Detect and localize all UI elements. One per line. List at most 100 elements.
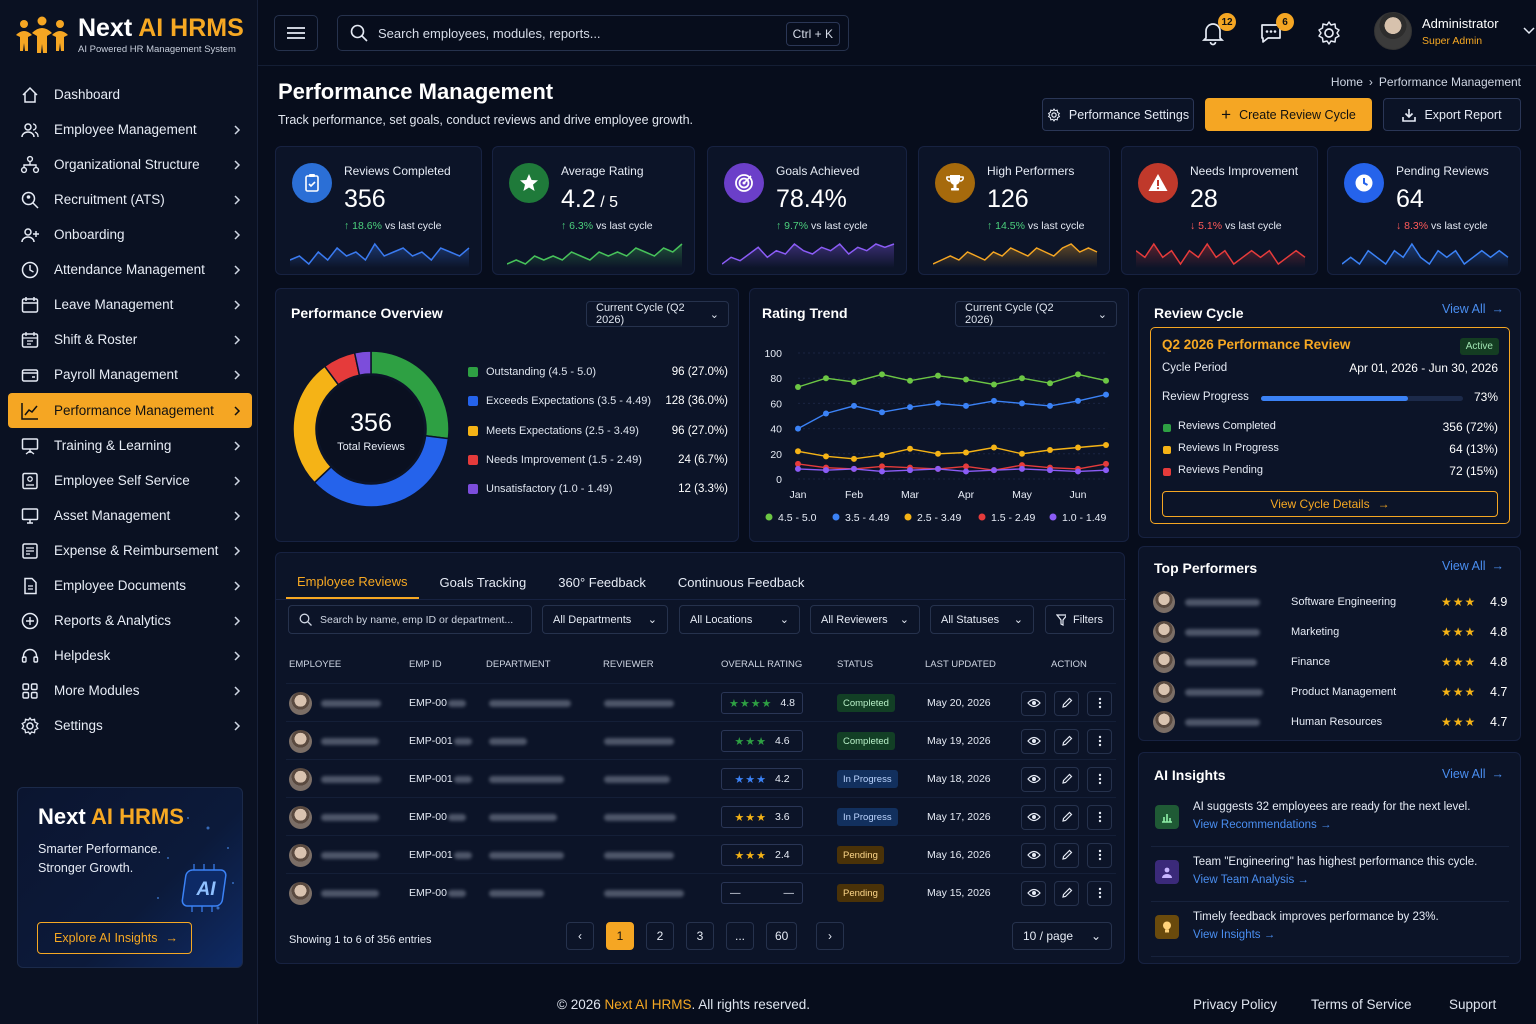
sidebar-item-employee-documents[interactable]: Employee Documents bbox=[8, 568, 252, 603]
insight-link[interactable]: View Team Analysis → bbox=[1193, 874, 1309, 886]
column-header[interactable]: EMP ID bbox=[409, 659, 442, 670]
menu-toggle-button[interactable] bbox=[274, 15, 318, 51]
filters-button[interactable]: Filters bbox=[1045, 605, 1114, 634]
page-button[interactable]: 3 bbox=[686, 922, 714, 950]
more-actions-button[interactable] bbox=[1087, 690, 1112, 716]
breadcrumb-home[interactable]: Home bbox=[1330, 75, 1363, 89]
column-header[interactable]: REVIEWER bbox=[603, 659, 654, 670]
tab-employee-reviews[interactable]: Employee Reviews bbox=[286, 565, 419, 599]
explore-ai-insights-button[interactable]: Explore AI Insights → bbox=[37, 922, 192, 954]
messages-button[interactable]: 6 bbox=[1258, 13, 1294, 46]
view-button[interactable] bbox=[1021, 804, 1046, 830]
sidebar-item-employee-self-service[interactable]: Employee Self Service bbox=[8, 463, 252, 498]
table-row[interactable]: EMP-00— — Pending May 15, 2026 bbox=[286, 873, 1116, 911]
page-button[interactable]: 1 bbox=[606, 922, 634, 950]
column-header[interactable]: ACTION bbox=[1051, 659, 1087, 670]
export-report-button[interactable]: Export Report bbox=[1383, 98, 1521, 131]
edit-button[interactable] bbox=[1054, 728, 1079, 754]
tab-360-feedback[interactable]: 360° Feedback bbox=[558, 574, 646, 590]
sidebar-item-helpdesk[interactable]: Helpdesk bbox=[8, 638, 252, 673]
edit-button[interactable] bbox=[1054, 766, 1079, 792]
brand-logo[interactable]: Next AI HRMS AI Powered HR Management Sy… bbox=[14, 14, 244, 55]
edit-button[interactable] bbox=[1054, 842, 1079, 868]
table-row[interactable]: EMP-00 ★★★★ 4.8 Completed May 20, 2026 bbox=[286, 683, 1116, 721]
tab-continuous-feedback[interactable]: Continuous Feedback bbox=[677, 574, 805, 590]
view-button[interactable] bbox=[1021, 842, 1046, 868]
edit-button[interactable] bbox=[1054, 690, 1079, 716]
view-cycle-details-button[interactable]: View Cycle Details → bbox=[1162, 491, 1498, 517]
prev-page-button[interactable]: ‹ bbox=[566, 922, 594, 950]
sidebar-item-organizational-structure[interactable]: Organizational Structure bbox=[8, 147, 252, 182]
review-search-input[interactable]: Search by name, emp ID or department... bbox=[288, 605, 532, 634]
table-row[interactable]: EMP-001 ★★★ 4.2 In Progress May 18, 2026 bbox=[286, 759, 1116, 797]
table-row[interactable]: EMP-001 ★★★ 2.4 Pending May 16, 2026 bbox=[286, 835, 1116, 873]
stat-card-average-rating[interactable]: Average Rating 4.2 / 5 ↑ 6.3% vs last cycl… bbox=[492, 146, 695, 275]
performer-row[interactable]: Software Engineering ★★★ 4.9 bbox=[1153, 590, 1513, 614]
footer-support-link[interactable]: Support bbox=[1449, 997, 1497, 1012]
stat-card-pending-reviews[interactable]: Pending Reviews 64 ↓ 8.3% vs last cycle bbox=[1327, 146, 1521, 275]
performer-row[interactable]: Human Resources ★★★ 4.7 bbox=[1153, 710, 1513, 734]
page-button[interactable]: ... bbox=[726, 922, 755, 950]
performer-row[interactable]: Marketing ★★★ 4.8 bbox=[1153, 620, 1513, 644]
top-performers-view-all-link[interactable]: View All → bbox=[1441, 559, 1504, 573]
column-header[interactable]: DEPARTMENT bbox=[486, 659, 551, 670]
user-menu[interactable]: Administrator Super Admin bbox=[1374, 12, 1535, 50]
more-actions-button[interactable] bbox=[1087, 804, 1112, 830]
filter-select-all-statuses[interactable]: All Statuses ⌄ bbox=[930, 605, 1034, 634]
view-button[interactable] bbox=[1021, 766, 1046, 792]
global-search-input[interactable]: Search employees, modules, reports... Ct… bbox=[337, 15, 849, 51]
edit-button[interactable] bbox=[1054, 804, 1079, 830]
more-actions-button[interactable] bbox=[1087, 766, 1112, 792]
ai-insights-view-all-link[interactable]: View All → bbox=[1441, 767, 1504, 781]
view-button[interactable] bbox=[1021, 880, 1046, 906]
sidebar-item-recruitment-ats[interactable]: Recruitment (ATS) bbox=[8, 182, 252, 217]
column-header[interactable]: OVERALL RATING bbox=[721, 659, 803, 670]
sidebar-item-employee-management[interactable]: Employee Management bbox=[8, 112, 252, 147]
sidebar-item-dashboard[interactable]: Dashboard bbox=[8, 77, 252, 112]
stat-card-goals-achieved[interactable]: Goals Achieved 78.4% ↑ 9.7% vs last cycle bbox=[707, 146, 907, 275]
insight-link[interactable]: View Insights → bbox=[1193, 929, 1276, 941]
performer-row[interactable]: Finance ★★★ 4.8 bbox=[1153, 650, 1513, 674]
view-button[interactable] bbox=[1021, 690, 1046, 716]
stat-card-needs-improvement[interactable]: Needs Improvement 28 ↓ 5.1% vs last cycle bbox=[1121, 146, 1318, 275]
sidebar-item-leave-management[interactable]: Leave Management bbox=[8, 287, 252, 322]
edit-button[interactable] bbox=[1054, 880, 1079, 906]
page-button[interactable]: 2 bbox=[646, 922, 674, 950]
stat-card-reviews-completed[interactable]: Reviews Completed 356 ↑ 18.6% vs last cycl… bbox=[275, 146, 482, 275]
performance-settings-button[interactable]: Performance Settings bbox=[1042, 98, 1194, 131]
sidebar-item-shift-roster[interactable]: Shift & Roster bbox=[8, 322, 252, 357]
settings-button[interactable] bbox=[1316, 20, 1342, 46]
sidebar-item-onboarding[interactable]: Onboarding bbox=[8, 217, 252, 252]
sidebar-item-training-learning[interactable]: Training & Learning bbox=[8, 428, 252, 463]
sidebar-item-attendance-management[interactable]: Attendance Management bbox=[8, 252, 252, 287]
footer-privacy-link[interactable]: Privacy Policy bbox=[1193, 997, 1278, 1012]
view-button[interactable] bbox=[1021, 728, 1046, 754]
filter-select-all-departments[interactable]: All Departments ⌄ bbox=[542, 605, 668, 634]
filter-select-all-reviewers[interactable]: All Reviewers ⌄ bbox=[810, 605, 920, 634]
performer-row[interactable]: Product Management ★★★ 4.7 bbox=[1153, 680, 1513, 704]
notifications-button[interactable]: 12 bbox=[1200, 13, 1236, 46]
sidebar-item-expense-reimbursement[interactable]: Expense & Reimbursement bbox=[8, 533, 252, 568]
more-actions-button[interactable] bbox=[1087, 842, 1112, 868]
column-header[interactable]: EMPLOYEE bbox=[289, 659, 342, 670]
trend-cycle-select[interactable]: Current Cycle (Q2 2026) ⌄ bbox=[955, 301, 1117, 327]
sidebar-item-asset-management[interactable]: Asset Management bbox=[8, 498, 252, 533]
sidebar-item-performance-management[interactable]: Performance Management bbox=[8, 393, 252, 428]
page-size-select[interactable]: 10 / page ⌄ bbox=[1012, 922, 1112, 950]
table-row[interactable]: EMP-00 ★★★ 3.6 In Progress May 17, 2026 bbox=[286, 797, 1116, 835]
review-cycle-view-all-link[interactable]: View All → bbox=[1441, 302, 1504, 316]
tab-goals-tracking[interactable]: Goals Tracking bbox=[439, 574, 527, 590]
sidebar-item-more-modules[interactable]: More Modules bbox=[8, 673, 252, 708]
overview-cycle-select[interactable]: Current Cycle (Q2 2026) ⌄ bbox=[586, 301, 729, 327]
footer-terms-link[interactable]: Terms of Service bbox=[1311, 997, 1412, 1012]
sidebar-item-reports-analytics[interactable]: Reports & Analytics bbox=[8, 603, 252, 638]
column-header[interactable]: LAST UPDATED bbox=[925, 659, 996, 670]
more-actions-button[interactable] bbox=[1087, 880, 1112, 906]
more-actions-button[interactable] bbox=[1087, 728, 1112, 754]
sidebar-item-settings[interactable]: Settings bbox=[8, 708, 252, 743]
stat-card-high-performers[interactable]: High Performers 126 ↑ 14.5% vs last cycle bbox=[918, 146, 1110, 275]
sidebar-item-payroll-management[interactable]: Payroll Management bbox=[8, 357, 252, 392]
page-button[interactable]: 60 bbox=[766, 922, 798, 950]
column-header[interactable]: STATUS bbox=[837, 659, 874, 670]
filter-select-all-locations[interactable]: All Locations ⌄ bbox=[679, 605, 800, 634]
